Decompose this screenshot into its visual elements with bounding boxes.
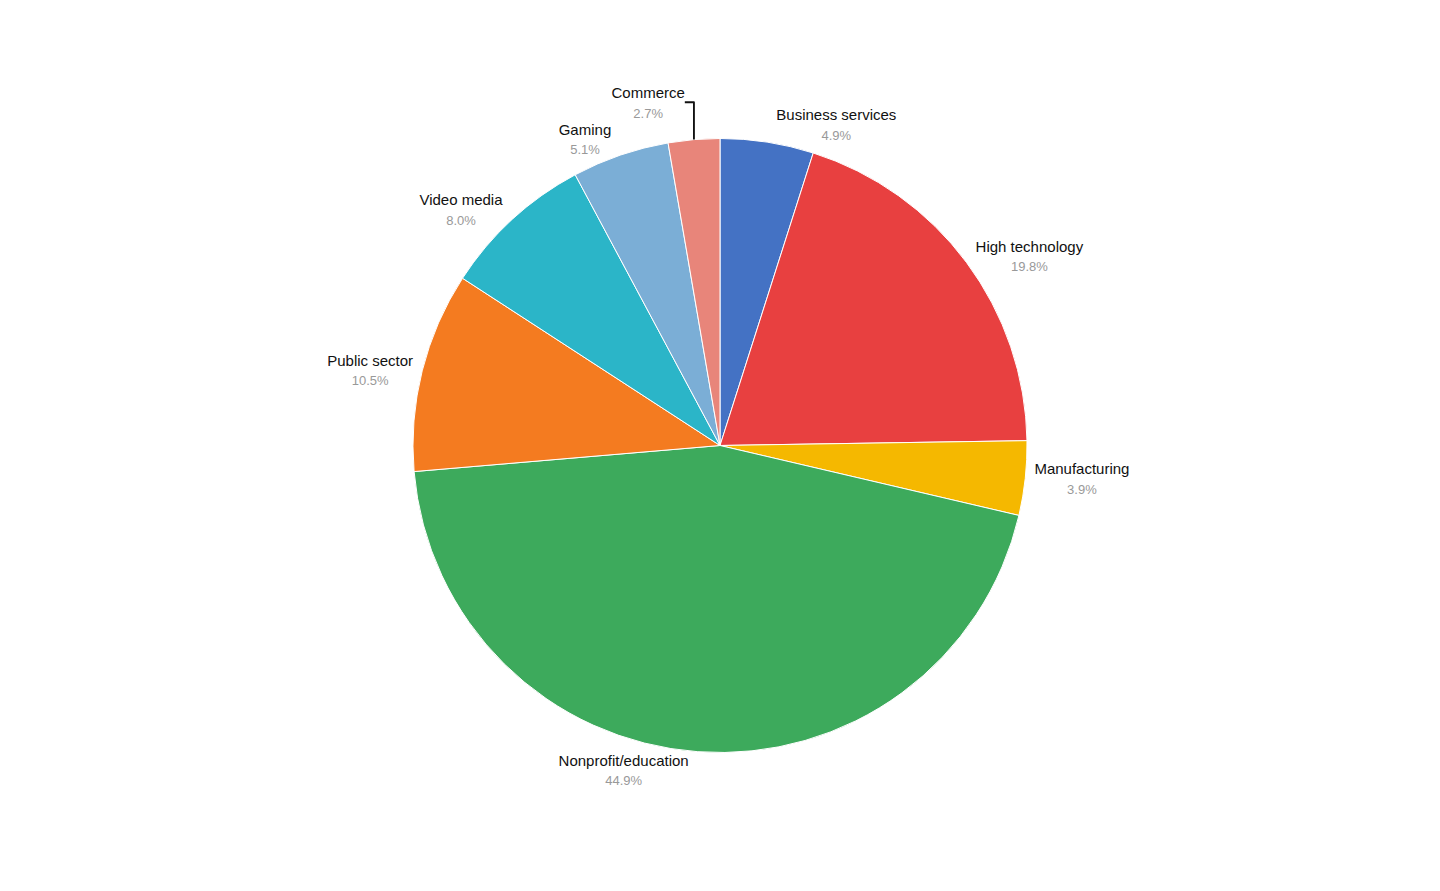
svg-text:Public sector10.5%: Public sector10.5%: [327, 352, 413, 389]
svg-text:High technology19.8%: High technology19.8%: [976, 238, 1084, 275]
svg-text:Commerce2.7%: Commerce2.7%: [611, 84, 684, 121]
svg-text:Gaming5.1%: Gaming5.1%: [559, 121, 612, 158]
svg-text:Nonprofit/education44.9%: Nonprofit/education44.9%: [559, 752, 689, 789]
svg-text:Manufacturing3.9%: Manufacturing3.9%: [1034, 460, 1129, 497]
svg-text:Video media8.0%: Video media8.0%: [419, 191, 503, 228]
svg-text:Business services4.9%: Business services4.9%: [776, 106, 896, 143]
